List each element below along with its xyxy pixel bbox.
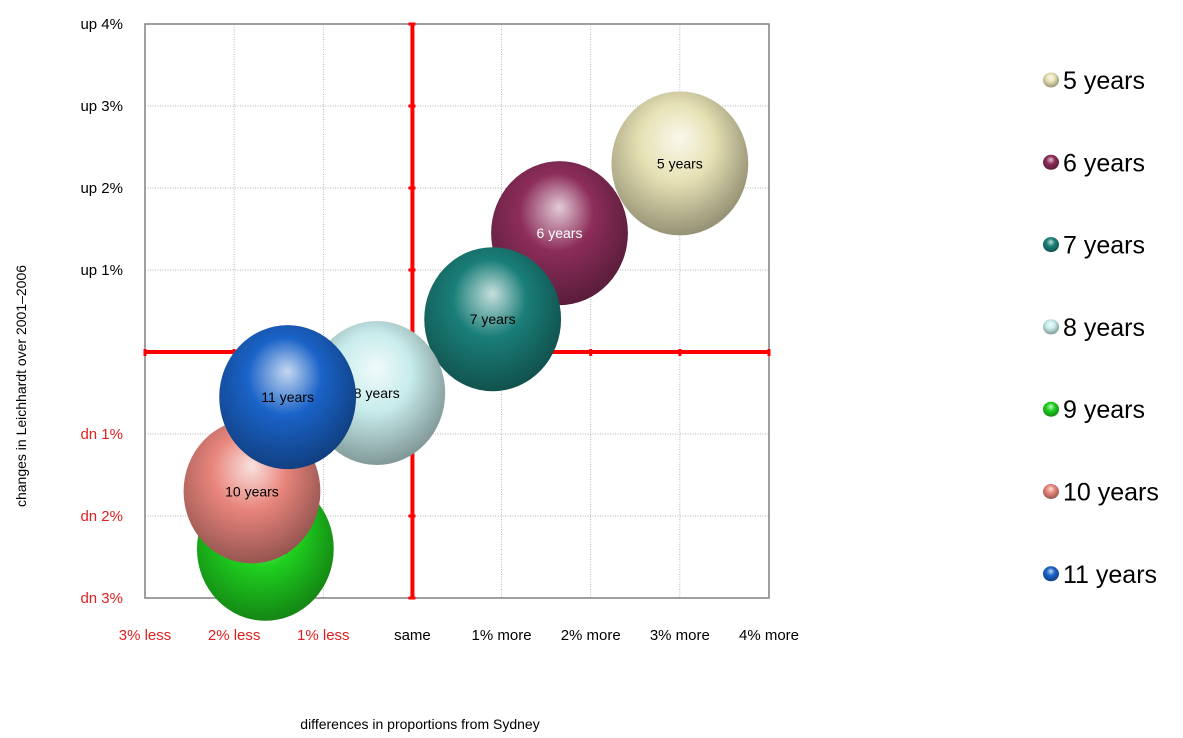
x-tick-label: 2% more bbox=[561, 627, 621, 644]
bubble-label: 8 years bbox=[354, 385, 400, 401]
bubble-11-years: 11 years bbox=[219, 325, 356, 469]
legend-label: 5 years bbox=[1063, 67, 1145, 95]
y-tick-label: up 3% bbox=[80, 98, 123, 115]
bubble-label: 7 years bbox=[470, 311, 516, 327]
x-tick-label: 4% more bbox=[739, 627, 799, 644]
legend-item-7-years: 7 years bbox=[1043, 232, 1145, 260]
bubble-label: 10 years bbox=[225, 483, 279, 499]
legend-marker bbox=[1043, 155, 1059, 170]
y-tick-label: up 4% bbox=[80, 16, 123, 33]
y-tick-label: dn 3% bbox=[80, 590, 123, 607]
x-axis-title: differences in proportions from Sydney bbox=[300, 716, 539, 732]
legend-item-6-years: 6 years bbox=[1043, 149, 1145, 177]
legend-item-5-years: 5 years bbox=[1043, 67, 1145, 95]
legend-label: 9 years bbox=[1063, 396, 1145, 424]
legend: 5 years 6 years 7 years 8 years 9 years 10 ye… bbox=[1043, 67, 1159, 589]
legend-label: 7 years bbox=[1063, 232, 1145, 260]
legend-label: 11 years bbox=[1063, 561, 1157, 589]
x-tick-label: 3% more bbox=[650, 627, 710, 644]
y-tick-labels: up 4% up 3% up 2% up 1% dn 1% dn 2% dn 3% bbox=[80, 16, 123, 607]
legend-item-10-years: 10 years bbox=[1043, 479, 1159, 507]
x-tick-label: 1% more bbox=[472, 627, 532, 644]
legend-marker bbox=[1043, 484, 1059, 499]
x-tick-labels: 3% less 2% less 1% less same 1% more 2% more 3… bbox=[119, 627, 799, 644]
y-tick-label: up 1% bbox=[80, 262, 123, 279]
legend-label: 8 years bbox=[1063, 314, 1145, 342]
x-tick-label: 2% less bbox=[208, 627, 261, 644]
x-tick-label: 3% less bbox=[119, 627, 172, 644]
bubble-5-years: 5 years bbox=[611, 91, 748, 235]
x-tick-label: 1% less bbox=[297, 627, 350, 644]
legend-label: 6 years bbox=[1063, 149, 1145, 177]
bubble-label: 5 years bbox=[657, 155, 703, 171]
legend-marker bbox=[1043, 319, 1059, 334]
legend-marker bbox=[1043, 237, 1059, 252]
legend-item-9-years: 9 years bbox=[1043, 396, 1145, 424]
y-tick-label: up 2% bbox=[80, 180, 123, 197]
bubble-label: 6 years bbox=[537, 225, 583, 241]
x-tick-label: same bbox=[394, 627, 431, 644]
legend-marker bbox=[1043, 566, 1059, 581]
legend-item-8-years: 8 years bbox=[1043, 314, 1145, 342]
legend-item-11-years: 11 years bbox=[1043, 561, 1157, 589]
bubble-label: 11 years bbox=[261, 389, 314, 405]
y-tick-label: dn 1% bbox=[80, 426, 123, 443]
bubble-7-years: 7 years bbox=[424, 247, 561, 391]
legend-marker bbox=[1043, 402, 1059, 417]
y-tick-label: dn 2% bbox=[80, 508, 123, 525]
y-axis-title: changes in Leichhardt over 2001–2006 bbox=[13, 265, 29, 507]
legend-marker bbox=[1043, 73, 1059, 88]
legend-label: 10 years bbox=[1063, 479, 1159, 507]
